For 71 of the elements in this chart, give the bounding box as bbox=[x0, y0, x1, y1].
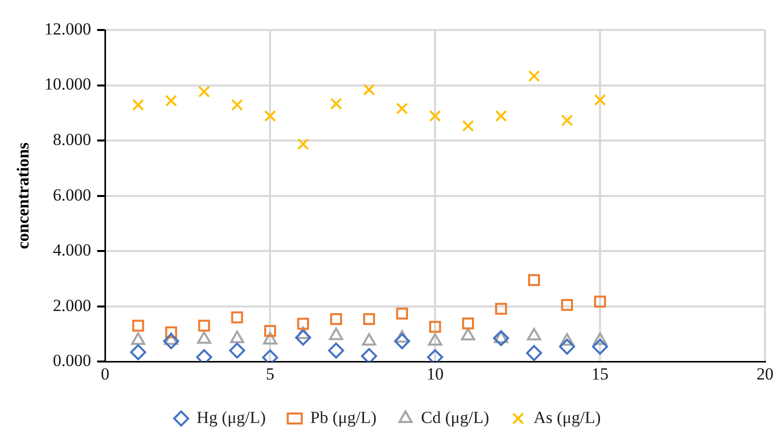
legend-label: Pb (μg/L) bbox=[310, 408, 376, 427]
point bbox=[592, 338, 608, 355]
point bbox=[494, 330, 508, 344]
y-tick-label: 4.000 bbox=[52, 240, 92, 260]
y-axis-title: concentrations bbox=[14, 142, 33, 250]
point bbox=[328, 342, 344, 359]
point bbox=[428, 333, 442, 346]
point bbox=[528, 274, 540, 286]
point bbox=[330, 313, 342, 325]
point bbox=[198, 86, 210, 98]
point bbox=[163, 333, 180, 350]
point bbox=[561, 299, 573, 311]
point bbox=[363, 84, 376, 96]
point bbox=[493, 330, 510, 346]
point bbox=[396, 308, 408, 320]
point bbox=[330, 98, 342, 110]
point bbox=[592, 332, 608, 345]
point bbox=[165, 94, 178, 107]
x-tick-label: 5 bbox=[266, 364, 274, 384]
point bbox=[526, 345, 542, 362]
point bbox=[528, 70, 540, 82]
point bbox=[132, 320, 144, 332]
legend-label: As (μg/L) bbox=[534, 408, 601, 427]
point bbox=[264, 324, 276, 337]
point bbox=[295, 330, 312, 346]
point bbox=[396, 102, 408, 114]
legend-label: Cd (μg/L) bbox=[421, 408, 490, 427]
point bbox=[297, 138, 310, 150]
point bbox=[429, 320, 442, 333]
point bbox=[462, 120, 474, 132]
point bbox=[495, 302, 508, 315]
point bbox=[231, 311, 244, 324]
point bbox=[561, 114, 573, 126]
point bbox=[495, 110, 508, 122]
y-tick-label: 0.000 bbox=[52, 351, 92, 370]
point bbox=[130, 344, 146, 360]
point bbox=[461, 328, 476, 340]
point bbox=[164, 332, 178, 345]
point bbox=[132, 98, 144, 111]
point bbox=[231, 98, 244, 111]
point bbox=[526, 328, 542, 340]
x-tick-label: 15 bbox=[592, 364, 609, 384]
y-tick-label: 2.000 bbox=[52, 296, 92, 315]
point bbox=[395, 330, 410, 343]
y-tick-label: 12.000 bbox=[44, 19, 92, 38]
point bbox=[560, 333, 574, 346]
point bbox=[329, 328, 344, 340]
point bbox=[363, 313, 376, 325]
point bbox=[197, 331, 212, 344]
legend-label: Hg (μg/L) bbox=[196, 408, 266, 427]
point bbox=[361, 348, 378, 362]
point bbox=[429, 110, 442, 122]
point bbox=[362, 333, 376, 346]
point bbox=[264, 110, 276, 122]
point bbox=[131, 332, 146, 345]
y-tick-label: 8.000 bbox=[52, 130, 92, 149]
point bbox=[559, 338, 576, 355]
point bbox=[462, 318, 474, 330]
point bbox=[263, 332, 278, 345]
y-tick-label: 10.000 bbox=[44, 74, 92, 94]
point bbox=[394, 333, 410, 350]
point bbox=[594, 296, 606, 308]
point bbox=[198, 320, 210, 332]
point bbox=[230, 330, 244, 344]
x-tick-label: 0 bbox=[100, 364, 110, 384]
x-tick-label: 20 bbox=[756, 364, 774, 384]
y-tick-label: 6.000 bbox=[52, 185, 92, 204]
x-tick-label: 10 bbox=[426, 364, 444, 384]
point bbox=[229, 342, 246, 359]
point bbox=[297, 318, 310, 330]
point bbox=[594, 94, 606, 106]
